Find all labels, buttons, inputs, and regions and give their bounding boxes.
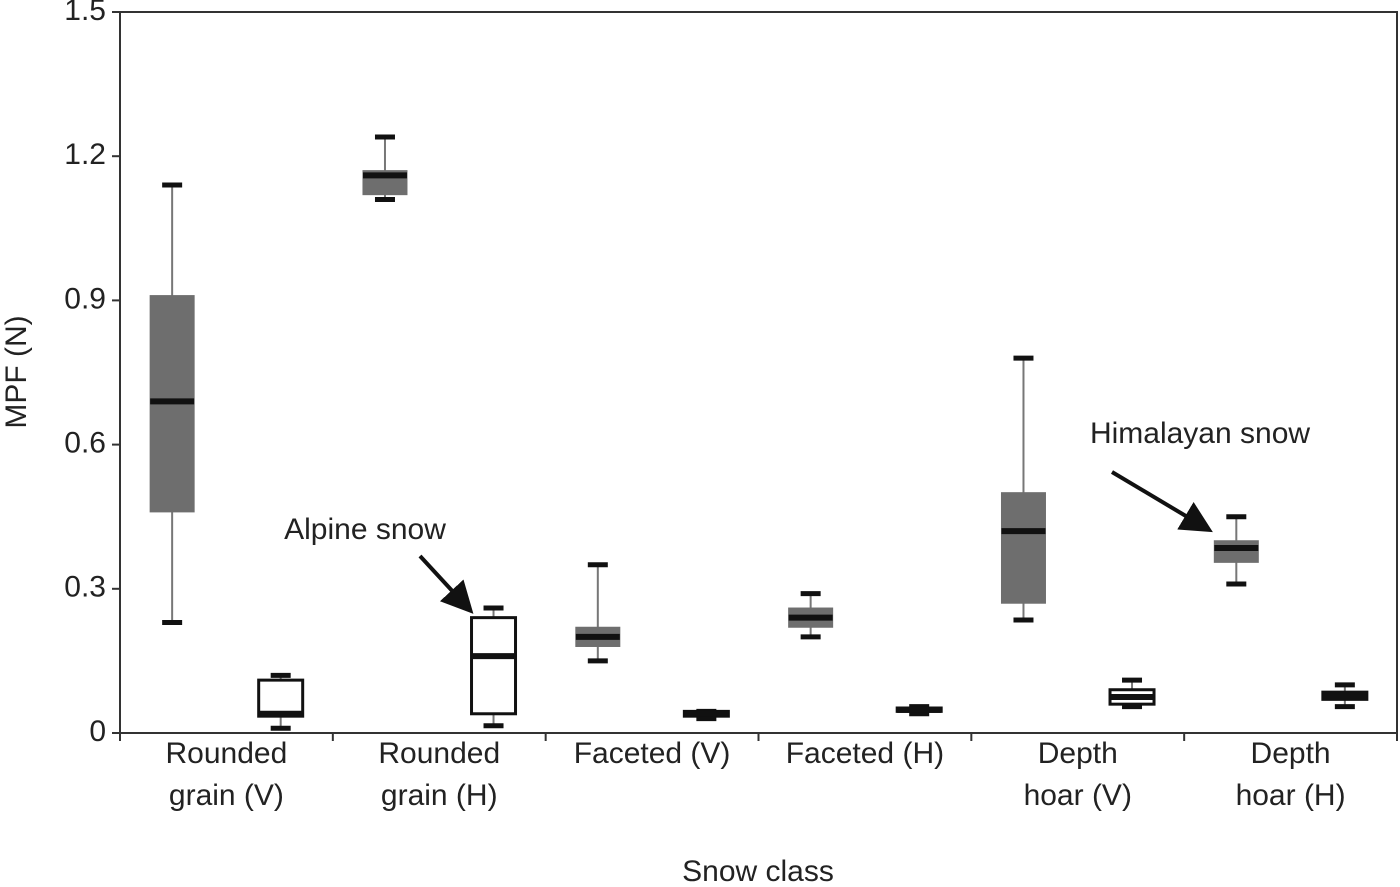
y-tick-label: 0.6 [64,427,106,460]
y-tick-label: 0 [89,715,106,748]
box [1213,540,1259,563]
x-tick-label: Rounded grain (V) [166,737,288,812]
x-tick-label: Depth hoar (V) [1024,737,1132,812]
y-tick-label: 0.3 [64,571,106,604]
y-axis-label: MPF (N) [0,315,33,428]
annotation-arrow [418,554,474,614]
annotation: Alpine snow [284,513,446,546]
annotation-arrow [1110,470,1213,533]
x-tick-label: Faceted (V) [574,737,731,770]
plot-frame [119,11,1398,734]
x-tick-label: Faceted (H) [786,737,944,770]
y-tick-label: 0.9 [64,282,106,315]
box [257,678,305,718]
x-tick-label: Rounded grain (H) [378,737,500,812]
box [1000,492,1046,604]
y-tick-label: 1.5 [64,0,106,27]
annotation: Himalayan snow [1090,417,1310,450]
x-tick-label: Depth hoar (H) [1236,737,1346,812]
x-axis-label: Snow class [682,855,834,887]
box [470,616,518,716]
y-tick-label: 1.2 [64,138,106,171]
